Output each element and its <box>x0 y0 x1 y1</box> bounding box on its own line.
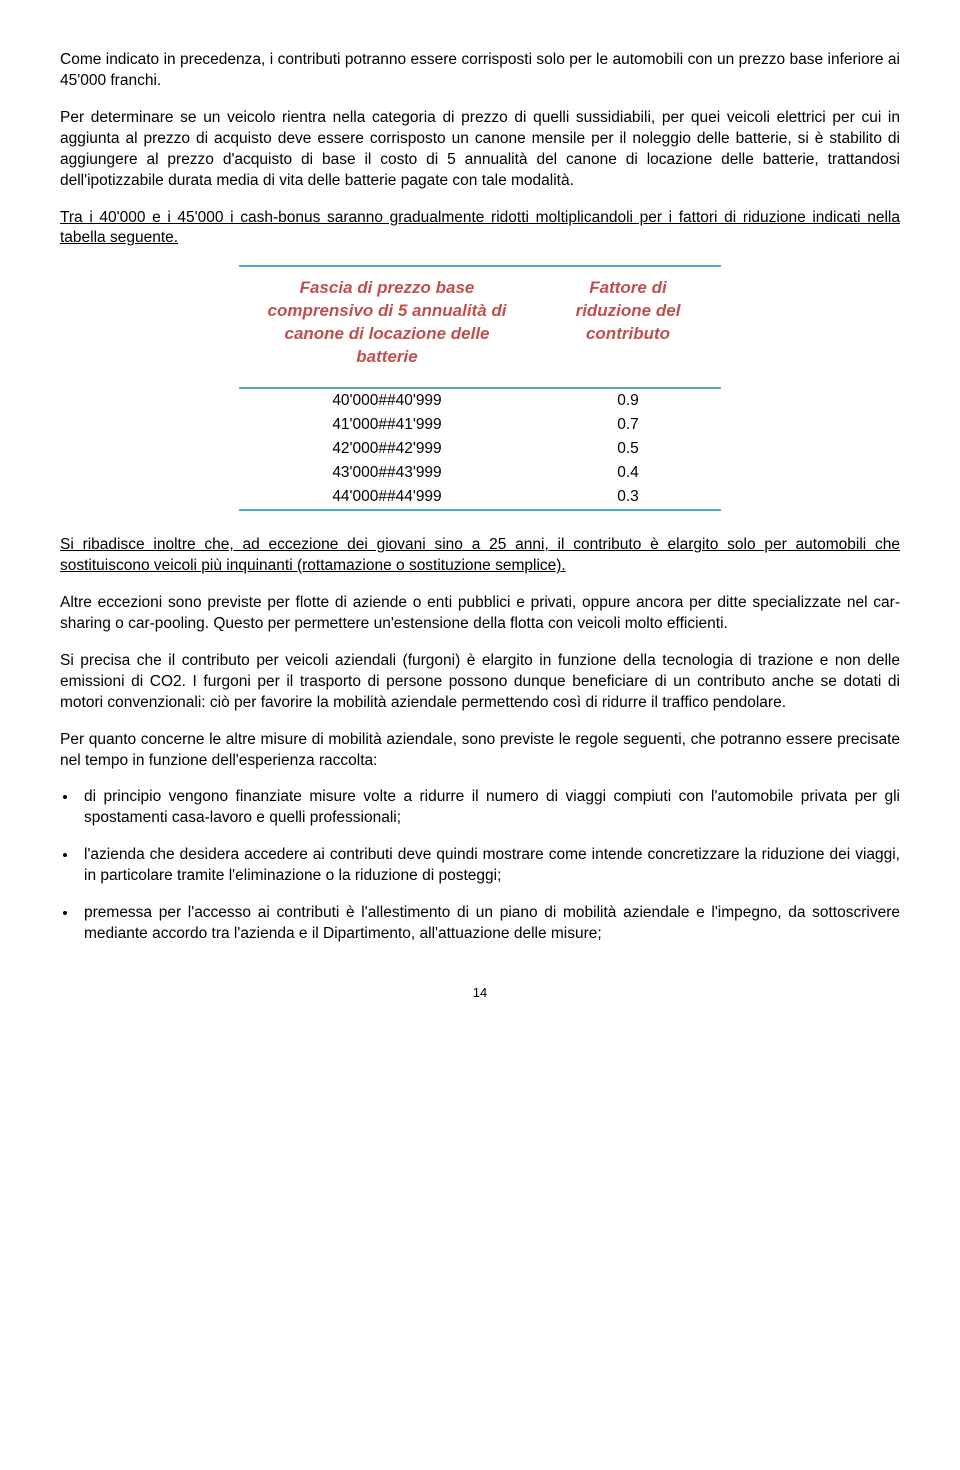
table-row: 40'000##40'999 0.9 <box>239 388 721 413</box>
reduction-table: Fascia di prezzo base comprensivo di 5 a… <box>239 265 721 511</box>
table-cell-range: 41'000##41'999 <box>239 413 535 437</box>
bullet-list: di principio vengono finanziate misure v… <box>60 787 900 945</box>
list-item: l'azienda che desidera accedere ai contr… <box>78 845 900 887</box>
table-cell-range: 43'000##43'999 <box>239 461 535 485</box>
paragraph-2: Per determinare se un veicolo rientra ne… <box>60 108 900 192</box>
list-item: di principio vengono finanziate misure v… <box>78 787 900 829</box>
table-row: 44'000##44'999 0.3 <box>239 485 721 510</box>
table-cell-range: 40'000##40'999 <box>239 388 535 413</box>
table-row: 43'000##43'999 0.4 <box>239 461 721 485</box>
table-cell-range: 42'000##42'999 <box>239 437 535 461</box>
paragraph-4: Si ribadisce inoltre che, ad eccezione d… <box>60 535 900 577</box>
table-header-1: Fascia di prezzo base comprensivo di 5 a… <box>239 266 535 388</box>
table-cell-factor: 0.3 <box>535 485 721 510</box>
reduction-table-wrap: Fascia di prezzo base comprensivo di 5 a… <box>60 265 900 511</box>
table-header-2: Fattore di riduzione del contributo <box>535 266 721 388</box>
paragraph-7: Per quanto concerne le altre misure di m… <box>60 730 900 772</box>
paragraph-5: Altre eccezioni sono previste per flotte… <box>60 593 900 635</box>
table-cell-factor: 0.9 <box>535 388 721 413</box>
table-row: 41'000##41'999 0.7 <box>239 413 721 437</box>
table-cell-factor: 0.5 <box>535 437 721 461</box>
paragraph-1: Come indicato in precedenza, i contribut… <box>60 50 900 92</box>
page-number: 14 <box>60 985 900 1000</box>
list-item: premessa per l'accesso ai contributi è l… <box>78 903 900 945</box>
table-cell-factor: 0.7 <box>535 413 721 437</box>
paragraph-3: Tra i 40'000 e i 45'000 i cash-bonus sar… <box>60 208 900 250</box>
table-row: 42'000##42'999 0.5 <box>239 437 721 461</box>
table-cell-range: 44'000##44'999 <box>239 485 535 510</box>
table-cell-factor: 0.4 <box>535 461 721 485</box>
paragraph-6: Si precisa che il contributo per veicoli… <box>60 651 900 714</box>
